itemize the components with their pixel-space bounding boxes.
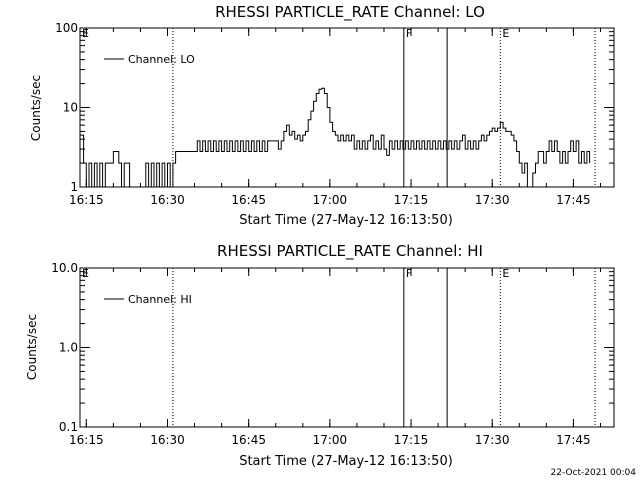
x-tick-label: 17:30: [475, 433, 510, 447]
x-tick-label: 17:45: [556, 193, 591, 207]
legend-entry: Channel: HI: [128, 293, 192, 306]
event-marker-label: E: [502, 27, 509, 40]
x-tick-label: 16:45: [231, 433, 266, 447]
x-tick-label: 16:15: [69, 193, 104, 207]
x-tick-label: 16:30: [150, 193, 185, 207]
x-tick-label: 17:15: [394, 193, 429, 207]
event-marker-label: F: [406, 27, 412, 40]
x-tick-label: 16:30: [150, 433, 185, 447]
event-marker-label: E: [82, 27, 89, 40]
x-tick-label: 17:00: [313, 193, 348, 207]
y-axis-label: Counts/sec: [25, 314, 39, 380]
x-tick-label: 16:45: [231, 193, 266, 207]
x-tick-label: 17:15: [394, 433, 429, 447]
y-tick-label: 0.1: [59, 420, 78, 434]
y-tick-label: 10.0: [51, 261, 78, 275]
y-tick-label: 100: [55, 21, 78, 35]
y-tick-label: 1: [70, 180, 78, 194]
x-axis-label: Start Time (27-May-12 16:13:50): [239, 454, 453, 469]
x-axis-label: Start Time (27-May-12 16:13:50): [239, 213, 453, 228]
chart-title: RHESSI PARTICLE_RATE Channel: HI: [217, 242, 483, 261]
legend-entry: Channel: LO: [128, 53, 195, 66]
x-tick-label: 17:00: [313, 433, 348, 447]
event-marker-label: F: [406, 267, 412, 280]
timestamp: 22-Oct-2021 00:04: [551, 468, 637, 478]
x-tick-label: 17:30: [475, 193, 510, 207]
panel-hi: RHESSI PARTICLE_RATE Channel: HI Counts/…: [25, 242, 615, 469]
plot-frame: [79, 27, 615, 188]
panel-lo: RHESSI PARTICLE_RATE Channel: LO Counts/…: [29, 3, 615, 228]
x-tick-label: 17:45: [556, 433, 591, 447]
y-axis-label: Counts/sec: [29, 75, 43, 141]
plot-frame: [79, 267, 615, 428]
chart-title: RHESSI PARTICLE_RATE Channel: LO: [215, 3, 485, 22]
y-tick-label: 1.0: [59, 341, 78, 355]
y-tick-label: 10: [63, 101, 78, 115]
x-tick-label: 16:15: [69, 433, 104, 447]
event-marker-label: E: [502, 267, 509, 280]
series-line: [80, 87, 591, 188]
event-marker-label: E: [82, 267, 89, 280]
legend: Channel: HI: [104, 293, 192, 306]
legend: Channel: LO: [104, 53, 195, 66]
